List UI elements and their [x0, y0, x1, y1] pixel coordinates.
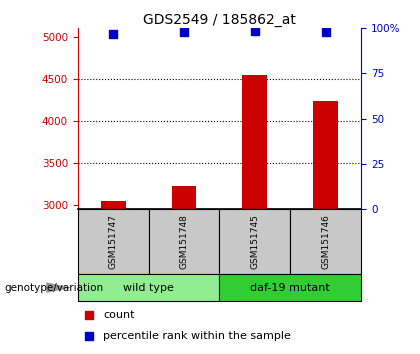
- Point: [86, 333, 92, 339]
- Bar: [242, 75, 267, 354]
- Text: percentile rank within the sample: percentile rank within the sample: [103, 331, 291, 341]
- Bar: [220, 209, 290, 274]
- Bar: [313, 101, 338, 354]
- Text: GSM151747: GSM151747: [109, 214, 118, 269]
- Point: [181, 29, 187, 35]
- Text: GSM151746: GSM151746: [321, 214, 330, 269]
- Bar: [172, 186, 197, 354]
- Bar: [78, 209, 149, 274]
- Text: genotype/variation: genotype/variation: [4, 282, 103, 293]
- Bar: [101, 201, 126, 354]
- Point: [252, 28, 258, 34]
- Text: count: count: [103, 310, 135, 320]
- Text: daf-19 mutant: daf-19 mutant: [250, 282, 330, 293]
- Bar: [149, 209, 220, 274]
- Polygon shape: [46, 282, 71, 293]
- Point: [86, 312, 92, 318]
- Text: GSM151745: GSM151745: [250, 214, 260, 269]
- Text: GSM151748: GSM151748: [179, 214, 189, 269]
- Point: [323, 29, 329, 35]
- Bar: [78, 274, 220, 301]
- Title: GDS2549 / 185862_at: GDS2549 / 185862_at: [143, 13, 296, 27]
- Bar: [220, 274, 361, 301]
- Point: [110, 31, 116, 36]
- Bar: [290, 209, 361, 274]
- Text: wild type: wild type: [123, 282, 174, 293]
